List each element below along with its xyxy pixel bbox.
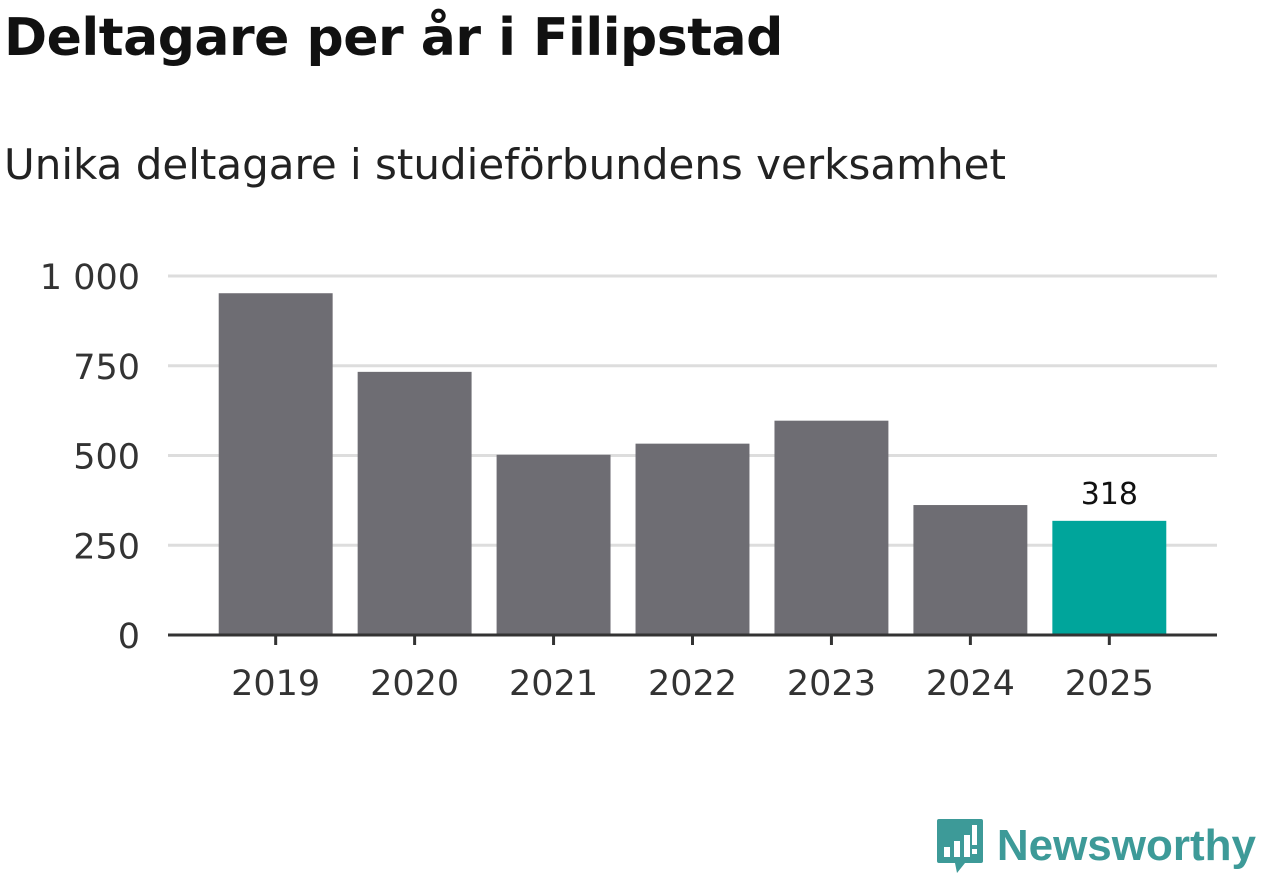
- bar: [635, 443, 750, 635]
- bar: [1052, 520, 1167, 635]
- x-tick-label: 2022: [648, 664, 737, 704]
- chart-subtitle: Unika deltagare i studieförbundens verks…: [4, 140, 1006, 189]
- x-tick-label: 2021: [509, 664, 598, 704]
- y-tick-label: 250: [73, 527, 140, 567]
- x-tick-label: 2024: [926, 664, 1015, 704]
- bar: [218, 293, 333, 635]
- newsworthy-logo: Newsworthy: [935, 817, 1256, 875]
- bar: [913, 505, 1028, 635]
- y-tick-label: 750: [73, 348, 140, 388]
- data-label: 318: [1081, 477, 1138, 512]
- y-tick-label: 0: [118, 617, 140, 657]
- bar: [496, 454, 611, 635]
- x-tick-label: 2020: [370, 664, 459, 704]
- x-tick-label: 2019: [231, 664, 320, 704]
- newsworthy-logo-icon: [936, 819, 983, 873]
- x-tick-label: 2023: [787, 664, 876, 704]
- x-tick-label: 2025: [1065, 664, 1154, 704]
- brand-name: Newsworthy: [996, 821, 1256, 870]
- y-tick-label: 500: [73, 438, 140, 478]
- chart-title: Deltagare per år i Filipstad: [4, 8, 783, 68]
- bar: [774, 420, 889, 635]
- bar: [357, 371, 472, 635]
- y-tick-label: 1 000: [40, 258, 140, 298]
